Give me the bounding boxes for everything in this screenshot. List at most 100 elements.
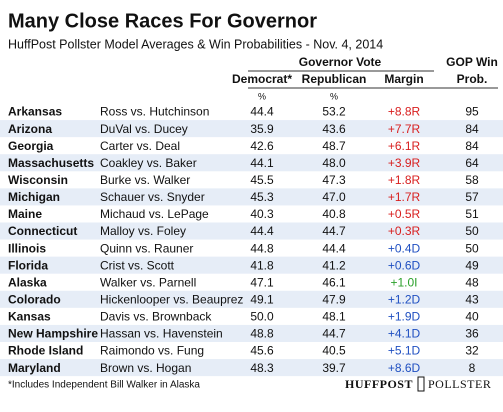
dem-vote: 48.8 xyxy=(250,327,274,341)
margin: +1.0I xyxy=(390,275,417,289)
margin: +0.6D xyxy=(388,258,421,272)
rep-vote: 44.7 xyxy=(322,327,346,341)
win-prob: 48 xyxy=(465,275,479,289)
margin: +0.5R xyxy=(388,207,421,221)
race: Hickenlooper vs. Beauprez xyxy=(100,292,243,306)
race: Raimondo vs. Fung xyxy=(100,344,204,358)
dem-vote: 44.4 xyxy=(250,105,274,119)
unit: % xyxy=(330,91,338,101)
win-prob: 43 xyxy=(465,292,479,306)
win-prob: 84 xyxy=(465,139,479,153)
rep-vote: 47.9 xyxy=(322,292,346,306)
race: Coakley vs. Baker xyxy=(100,156,197,170)
rows: Arkansas Ross vs. Hutchinson 44.4 53.2 +8.8R… xyxy=(0,105,503,377)
win-prob: 50 xyxy=(465,224,479,238)
win-prob: 50 xyxy=(465,241,479,255)
logo: HUFFPOST xyxy=(345,377,413,391)
unit: % xyxy=(258,91,266,101)
margin: +0.4D xyxy=(388,241,421,255)
state: Kansas xyxy=(8,310,51,324)
state: Colorado xyxy=(8,292,61,306)
column-header: Democrat* xyxy=(232,72,292,86)
title: Many Close Races For Governor xyxy=(8,10,317,32)
margin: +1.8R xyxy=(388,173,421,187)
dem-vote: 50.0 xyxy=(250,310,274,324)
race: Walker vs. Parnell xyxy=(100,275,196,289)
win-prob: 58 xyxy=(465,173,479,187)
race: Malloy vs. Foley xyxy=(100,224,186,238)
margin: +1.9D xyxy=(388,310,421,324)
row-shade xyxy=(0,120,503,138)
win-prob: 32 xyxy=(465,344,479,358)
state: Alaska xyxy=(8,275,47,289)
rep-vote: 43.6 xyxy=(322,122,346,136)
column-header: Margin xyxy=(384,72,423,86)
state: Massachusetts xyxy=(8,156,94,170)
state: Arizona xyxy=(8,122,52,136)
race: Ross vs. Hutchinson xyxy=(100,105,209,119)
rep-vote: 47.3 xyxy=(322,173,346,187)
win-prob: 8 xyxy=(469,361,476,375)
state: Maryland xyxy=(8,361,61,375)
column-header: Prob. xyxy=(457,72,488,86)
state: Illinois xyxy=(8,241,46,255)
dem-vote: 44.1 xyxy=(250,156,274,170)
subtitle: HuffPost Pollster Model Averages & Win P… xyxy=(8,37,383,51)
row-shade xyxy=(0,290,503,308)
race: DuVal vs. Ducey xyxy=(100,122,188,136)
dem-vote: 45.5 xyxy=(250,173,274,187)
rep-vote: 41.2 xyxy=(322,258,346,272)
win-prob: 84 xyxy=(465,122,479,136)
logo: POLLSTER xyxy=(428,377,491,391)
rep-vote: 53.2 xyxy=(322,105,346,119)
margin: +1.2D xyxy=(388,292,421,306)
race: Davis vs. Brownback xyxy=(100,310,212,324)
row-shade xyxy=(0,154,503,172)
dem-vote: 44.8 xyxy=(250,241,274,255)
state: Arkansas xyxy=(8,105,62,119)
margin: +7.7R xyxy=(388,122,421,136)
group-header: Governor Vote xyxy=(299,55,382,69)
race: Schauer vs. Snyder xyxy=(100,190,205,204)
footnote: *Includes Independent Bill Walker in Ala… xyxy=(8,380,200,391)
margin: +6.1R xyxy=(388,139,421,153)
dem-vote: 35.9 xyxy=(250,122,274,136)
race: Hassan vs. Havenstein xyxy=(100,327,223,341)
margin: +8.6D xyxy=(388,361,421,375)
race: Burke vs. Walker xyxy=(100,173,190,187)
margin: +4.1D xyxy=(388,327,421,341)
win-prob: 95 xyxy=(465,105,479,119)
win-prob: 36 xyxy=(465,327,479,341)
margin: +3.9R xyxy=(388,156,421,170)
rep-vote: 39.7 xyxy=(322,361,346,375)
row-shade xyxy=(0,222,503,240)
rep-vote: 47.0 xyxy=(322,190,346,204)
race: Brown vs. Hogan xyxy=(100,361,191,375)
dem-vote: 42.6 xyxy=(250,139,274,153)
dem-vote: 44.4 xyxy=(250,224,274,238)
win-prob: 40 xyxy=(465,310,479,324)
dem-vote: 40.3 xyxy=(250,207,274,221)
rep-vote: 48.1 xyxy=(322,310,346,324)
rep-vote: 48.7 xyxy=(322,139,346,153)
win-prob: 64 xyxy=(465,156,479,170)
row-shade xyxy=(0,359,503,377)
rep-vote: 48.0 xyxy=(322,156,346,170)
state: Georgia xyxy=(8,139,54,153)
column-header: Republican xyxy=(302,72,367,86)
state: Connecticut xyxy=(8,224,77,238)
state: Michigan xyxy=(8,190,60,204)
margin: +5.1D xyxy=(388,344,421,358)
state: Wisconsin xyxy=(8,173,68,187)
win-prob: 51 xyxy=(465,207,479,221)
margin: +1.7R xyxy=(388,190,421,204)
rep-vote: 44.4 xyxy=(322,241,346,255)
state: New Hampshire xyxy=(8,327,98,341)
win-prob: 57 xyxy=(465,190,479,204)
logo-mark xyxy=(417,376,425,392)
state: Rhode Island xyxy=(8,344,83,358)
rep-vote: 44.7 xyxy=(322,224,346,238)
state: Maine xyxy=(8,207,42,221)
row-shade xyxy=(0,188,503,206)
